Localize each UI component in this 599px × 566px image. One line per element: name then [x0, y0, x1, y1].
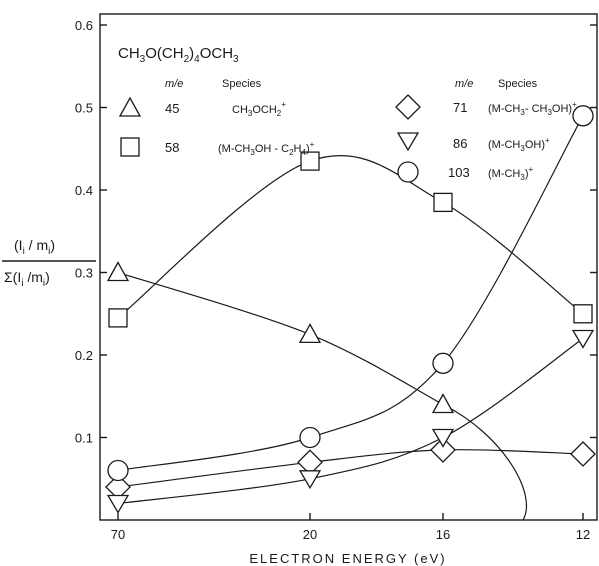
point-58: [433, 192, 453, 213]
legend-marker-diamond: [395, 94, 421, 120]
legend-marker-square: [120, 137, 140, 157]
point-103: [432, 352, 454, 374]
y-axis-label: (Ii / mi) Σ(Ii /mi): [2, 237, 96, 289]
curve-86: [117, 338, 584, 505]
data-markers: [105, 105, 596, 514]
chart-title: CH3O(CH2)4OCH3: [118, 45, 239, 65]
legend-header-species-left: Species: [222, 78, 262, 90]
point-45: [431, 393, 455, 414]
point-71: [570, 441, 596, 467]
point-58: [108, 308, 128, 328]
y-tick-label: 0.4: [75, 183, 93, 198]
point-58: [573, 304, 593, 324]
plot-frame: [99, 13, 598, 521]
y-tick-label: 0.3: [75, 266, 93, 281]
legend-species-86: (M-CH3OH)+: [488, 136, 550, 153]
legend-me-103: 103: [448, 165, 470, 180]
curve-45: [117, 271, 528, 521]
point-45: [106, 261, 130, 282]
point-103: [299, 426, 321, 449]
point-86: [571, 329, 595, 349]
curve-103: [117, 115, 584, 472]
y-tick-label: 0.6: [75, 18, 93, 33]
legend-me-71: 71: [453, 100, 467, 115]
legend-me-45: 45: [165, 101, 179, 116]
y-label-numerator: (Ii / mi): [14, 237, 55, 257]
axis-ticks: 0.1 0.2 0.3 0.4 0.5 0.6 70 20 16 12: [75, 18, 597, 542]
x-tick-label: 20: [303, 527, 317, 542]
x-tick-label: 16: [436, 527, 450, 542]
legend-marker-circle: [397, 161, 419, 183]
legend-header-me-left: m/e: [165, 78, 183, 90]
legend-marker-triangle-up: [118, 96, 142, 117]
point-58: [300, 151, 320, 171]
point-103: [107, 459, 129, 482]
x-tick-label: 12: [576, 527, 590, 542]
point-86: [106, 494, 130, 514]
y-tick-label: 0.1: [75, 431, 93, 446]
legend-header-species-right: Species: [498, 78, 538, 90]
legend-header-me-right: m/e: [455, 78, 473, 90]
legend-me-86: 86: [453, 136, 467, 151]
point-86: [431, 428, 455, 448]
legend-me-58: 58: [165, 140, 179, 155]
y-label-denominator: Σ(Ii /mi): [4, 269, 50, 289]
legend-species-58: (M-CH3OH - C2H4)+: [218, 140, 315, 157]
curve-71: [117, 449, 584, 488]
fit-curves: [117, 115, 584, 521]
point-71: [430, 436, 456, 463]
x-axis-title: ELECTRON ENERGY (eV): [249, 551, 446, 566]
point-86: [298, 470, 322, 490]
x-tick-label: 70: [111, 527, 125, 542]
curve-58: [117, 155, 584, 319]
legend-species-71: (M-CH3- CH3OH)+: [488, 100, 577, 117]
legend-marker-triangle-down: [396, 132, 420, 152]
point-45: [298, 323, 322, 344]
y-tick-label: 0.2: [75, 348, 93, 363]
legend-species-45: CH3OCH2+: [232, 100, 286, 118]
legend-species-103: (M-CH3)+: [488, 165, 534, 182]
point-103: [572, 105, 594, 127]
y-tick-label: 0.5: [75, 101, 93, 116]
